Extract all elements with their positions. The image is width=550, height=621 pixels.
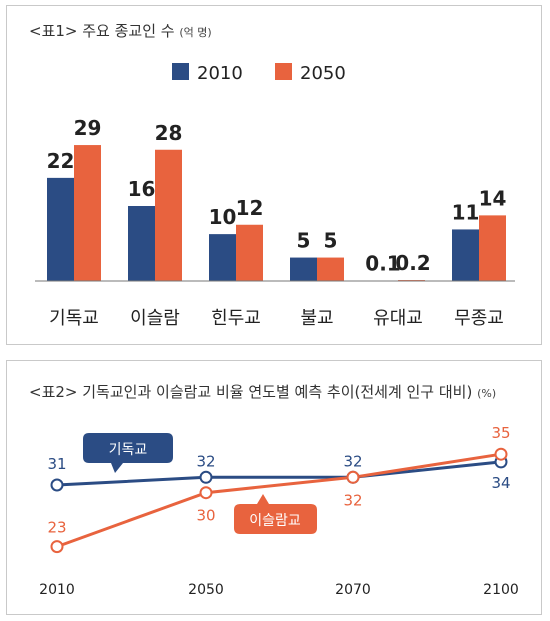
point-이슬람교-2100: [494, 447, 508, 461]
bar-불교-2010: [290, 257, 317, 281]
chart2-title-text: <표2> 기독교인과 이슬람교 비율 연도별 예측 추이(전세계 인구 대비): [29, 383, 473, 401]
bar-힌두교-2050: [236, 224, 263, 281]
x-tick-2070: 2070: [335, 582, 371, 598]
bar-label-기독교-2010: 22: [47, 149, 75, 173]
point-기독교-2010: [50, 478, 64, 492]
bar-기독교-2010: [47, 177, 74, 281]
bar-label-불교-2010: 5: [297, 229, 311, 253]
bar-이슬람-2050: [155, 149, 182, 281]
chart1-panel: <표1> 주요 종교인 수 (억 명) 2010 2050 22 29 기독교 16 28 이…: [6, 5, 542, 345]
callout-이슬람교: [234, 494, 317, 534]
bar-불교-2050: [317, 257, 344, 281]
legend-label-2010: 2010: [197, 63, 243, 84]
chart1-title: <표1> 주요 종교인 수 (억 명): [29, 20, 212, 41]
point-이슬람교-2050: [199, 486, 213, 500]
line-기독교: [56, 460, 502, 487]
category-label-불교: 불교: [300, 308, 333, 329]
bar-label-불교-2050: 5: [324, 229, 338, 253]
point-label-기독교-2070: 32: [343, 452, 362, 470]
bar-chart: 2010 2050 22 29 기독교 16 28 이슬람 10 12 힌두교 5 5 불교 0.10.2 유…: [35, 63, 515, 329]
point-label-이슬람교-2070: 32: [343, 491, 362, 509]
bar-무종교-2010: [452, 229, 479, 281]
bar-label-무종교-2050: 14: [479, 186, 507, 210]
callout-기독교: [83, 433, 173, 473]
bar-무종교-2050: [479, 215, 506, 281]
chart2-panel: <표2> 기독교인과 이슬람교 비율 연도별 예측 추이(전세계 인구 대비) …: [6, 360, 542, 615]
category-label-기독교: 기독교: [49, 308, 99, 329]
chart1-title-text: <표1> 주요 종교인 수: [29, 22, 175, 40]
category-label-이슬람: 이슬람: [130, 308, 180, 329]
legend-swatch-2050: [275, 63, 292, 80]
callout-label-기독교: 기독교: [109, 442, 148, 458]
category-label-힌두교: 힌두교: [211, 308, 261, 329]
point-label-이슬람교-2010: 23: [47, 519, 66, 537]
legend-swatch-2010: [172, 63, 189, 80]
bar-label-무종교-2010: 11: [452, 200, 480, 224]
bar-힌두교-2010: [209, 234, 236, 281]
point-이슬람교-2070: [346, 470, 360, 484]
bar-label-유대교-2010: 0.1: [365, 252, 400, 276]
bar-이슬람-2010: [128, 206, 155, 281]
point-label-기독교-2050: 32: [196, 452, 215, 470]
point-label-기독교-2010: 31: [47, 455, 66, 473]
bar-label-힌두교-2010: 10: [209, 205, 237, 229]
chart2-title: <표2> 기독교인과 이슬람교 비율 연도별 예측 추이(전세계 인구 대비) …: [29, 381, 496, 402]
legend-label-2050: 2050: [300, 63, 346, 84]
x-tick-2050: 2050: [188, 582, 224, 598]
x-tick-2010: 2010: [39, 582, 75, 598]
chart1-unit: (억 명): [179, 26, 212, 39]
x-tick-2100: 2100: [483, 582, 519, 598]
callout-label-이슬람교: 이슬람교: [249, 513, 301, 529]
category-label-유대교: 유대교: [373, 308, 423, 329]
bar-label-이슬람-2050: 28: [155, 121, 183, 145]
bar-label-이슬람-2010: 16: [128, 177, 156, 201]
bar-label-유대교-2050: 0.2: [395, 251, 430, 275]
line-이슬람교: [56, 452, 502, 549]
point-기독교-2050: [199, 470, 213, 484]
bar-기독교-2050: [74, 145, 101, 281]
point-label-이슬람교-2050: 30: [196, 507, 215, 525]
bar-label-기독교-2050: 29: [74, 116, 102, 140]
bar-label-힌두교-2050: 12: [236, 196, 264, 220]
category-label-무종교: 무종교: [454, 308, 504, 329]
chart2-unit: (%): [477, 387, 497, 400]
point-label-이슬람교-2100: 35: [491, 424, 510, 442]
point-label-기독교-2100: 34: [491, 474, 510, 492]
point-이슬람교-2010: [50, 540, 64, 554]
